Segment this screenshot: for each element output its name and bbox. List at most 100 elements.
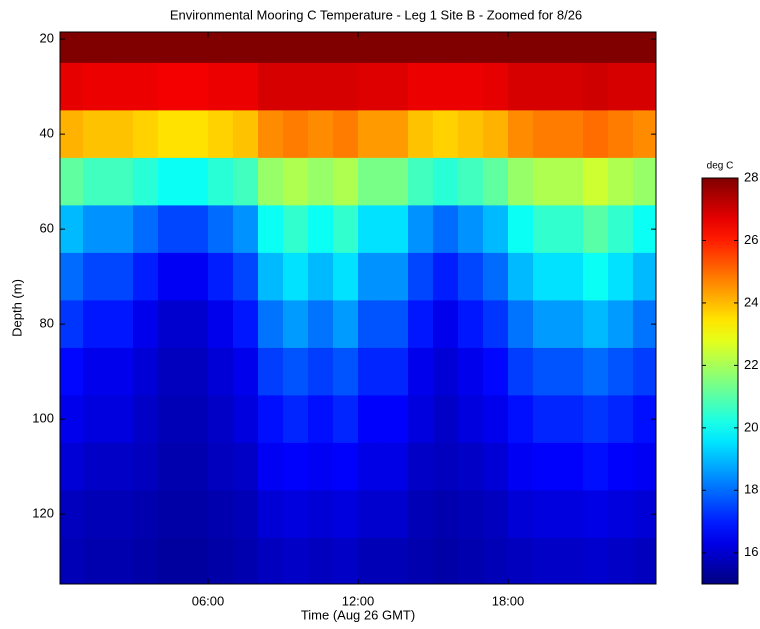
heatmap-cell [60, 395, 84, 444]
heatmap-cell [83, 205, 109, 254]
heatmap-cell [508, 32, 534, 64]
heatmap-cell [633, 347, 656, 396]
heatmap-cell [183, 537, 209, 584]
heatmap-cell [108, 395, 134, 444]
heatmap-cell [458, 537, 484, 584]
heatmap-cell [508, 157, 534, 206]
heatmap-cell [283, 442, 309, 491]
y-tick-label: 60 [40, 221, 54, 236]
heatmap-cell [558, 157, 584, 206]
heatmap-cell [383, 300, 409, 349]
heatmap-cell [633, 300, 656, 349]
heatmap-cell [108, 157, 134, 206]
y-tick-label: 100 [32, 411, 54, 426]
heatmap-cell [208, 537, 234, 584]
heatmap-cell [60, 252, 84, 301]
heatmap-cell [558, 32, 584, 64]
heatmap-cell [158, 442, 184, 491]
heatmap-cell [358, 252, 384, 301]
heatmap-cell [308, 62, 334, 111]
heatmap-cell [383, 442, 409, 491]
heatmap-cell [283, 537, 309, 584]
heatmap-cell [533, 32, 559, 64]
heatmap-cell [483, 442, 509, 491]
heatmap-cell [233, 157, 259, 206]
heatmap-cell [158, 300, 184, 349]
heatmap-cell [558, 537, 584, 584]
heatmap-cell [408, 252, 434, 301]
colorbar-tick-label: 22 [744, 357, 758, 372]
heatmap-cell [208, 157, 234, 206]
heatmap-cell [583, 300, 609, 349]
heatmap-cell [208, 490, 234, 539]
heatmap-cell [608, 157, 634, 206]
heatmap-cell [508, 347, 534, 396]
heatmap-cell [458, 62, 484, 111]
heatmap-cell [533, 205, 559, 254]
heatmap-cell [433, 442, 459, 491]
heatmap-cell [458, 157, 484, 206]
heatmap-cell [583, 442, 609, 491]
heatmap-cell [433, 205, 459, 254]
heatmap-cell [633, 62, 656, 111]
heatmap-cell [608, 442, 634, 491]
heatmap-cell [408, 490, 434, 539]
x-tick-label: 12:00 [342, 593, 375, 608]
heatmap-cell [533, 252, 559, 301]
heatmap-cell [208, 300, 234, 349]
heatmap-cell [508, 300, 534, 349]
heatmap-cell [383, 110, 409, 159]
heatmap-cell [408, 300, 434, 349]
heatmap-cell [83, 62, 109, 111]
colorbar-tick-label: 18 [744, 482, 758, 497]
heatmap-cell [408, 157, 434, 206]
heatmap-cell [283, 205, 309, 254]
heatmap-cell [533, 157, 559, 206]
heatmap-cell [158, 490, 184, 539]
heatmap-cell [483, 252, 509, 301]
heatmap-cell [558, 62, 584, 111]
heatmap-cell [83, 347, 109, 396]
heatmap-cell [358, 490, 384, 539]
heatmap-cell [483, 62, 509, 111]
heatmap-cell [583, 62, 609, 111]
heatmap-cell [633, 32, 656, 64]
x-axis-label: Time (Aug 26 GMT) [301, 607, 415, 622]
heatmap-cell [83, 537, 109, 584]
heatmap-cell [583, 205, 609, 254]
heatmap-cell [483, 490, 509, 539]
heatmap-cell [558, 205, 584, 254]
heatmap-cell [183, 157, 209, 206]
heatmap-cell [258, 252, 284, 301]
heatmap-cell [383, 252, 409, 301]
heatmap-cell [183, 347, 209, 396]
heatmap-cell [133, 300, 159, 349]
heatmap-cell [533, 62, 559, 111]
heatmap-cell [133, 347, 159, 396]
heatmap-cell [558, 347, 584, 396]
heatmap-cell [483, 32, 509, 64]
heatmap-cell [408, 62, 434, 111]
heatmap-cell [608, 110, 634, 159]
heatmap-cell [233, 490, 259, 539]
heatmap-cell [60, 490, 84, 539]
heatmap-cell [283, 157, 309, 206]
heatmap-cell [483, 537, 509, 584]
heatmap-cell [133, 442, 159, 491]
heatmap-cell [233, 347, 259, 396]
heatmap-cell [508, 62, 534, 111]
heatmap-cell [108, 442, 134, 491]
heatmap-cell [333, 205, 359, 254]
heatmap-cell [108, 347, 134, 396]
heatmap-cell [133, 32, 159, 64]
heatmap-cell [83, 300, 109, 349]
heatmap-cell [308, 110, 334, 159]
heatmap-cell [483, 300, 509, 349]
colorbar-tick-label: 20 [744, 419, 758, 434]
colorbar-tick-label: 26 [744, 232, 758, 247]
colorbar [701, 177, 739, 585]
heatmap-cell [458, 110, 484, 159]
heatmap-cell [60, 110, 84, 159]
heatmap-cell [358, 62, 384, 111]
